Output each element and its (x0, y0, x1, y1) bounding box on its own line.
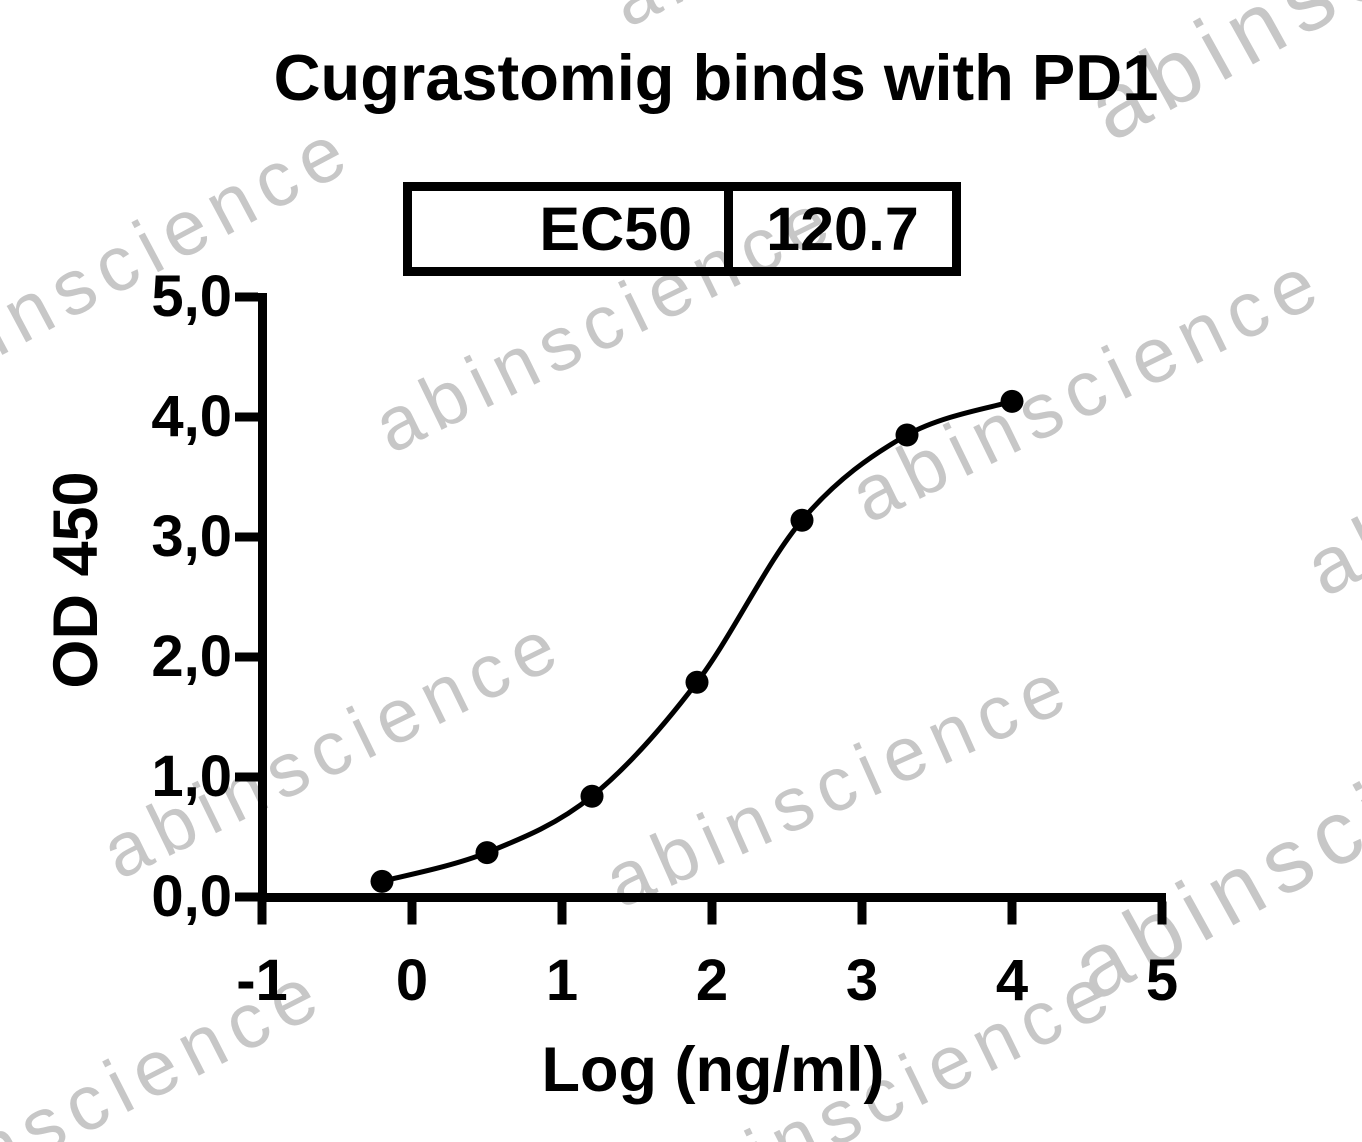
y-tick-label: 1,0 (151, 744, 232, 809)
x-tick-label: 4 (995, 948, 1029, 1013)
data-point (685, 670, 709, 694)
y-tick-label: 0,0 (151, 864, 232, 929)
y-tick-label: 2,0 (151, 624, 232, 689)
y-tick-label: 4,0 (151, 384, 232, 449)
x-tick-label: 0 (395, 948, 429, 1013)
x-axis-title: Log (ng/ml) (541, 1035, 885, 1105)
ec50-label: EC50 (412, 191, 733, 267)
chart-title: Cugrastomig binds with PD1 (273, 41, 1159, 114)
x-tick-label: 3 (845, 948, 879, 1013)
ec50-table: EC50 120.7 (403, 182, 961, 276)
y-tick-label: 3,0 (151, 504, 232, 569)
x-tick-label: 2 (695, 948, 729, 1013)
fit-curve (381, 399, 1013, 884)
x-tick-label: 1 (545, 948, 579, 1013)
data-point (895, 423, 919, 447)
ec50-value: 120.7 (766, 195, 919, 263)
y-tick-label: 5,0 (151, 264, 232, 329)
data-point (580, 784, 604, 808)
data-point (475, 841, 499, 865)
x-tick-label: -1 (236, 948, 288, 1013)
data-point (790, 508, 814, 532)
data-point (370, 869, 394, 893)
data-point (1000, 389, 1024, 413)
x-tick-label: 5 (1145, 948, 1179, 1013)
